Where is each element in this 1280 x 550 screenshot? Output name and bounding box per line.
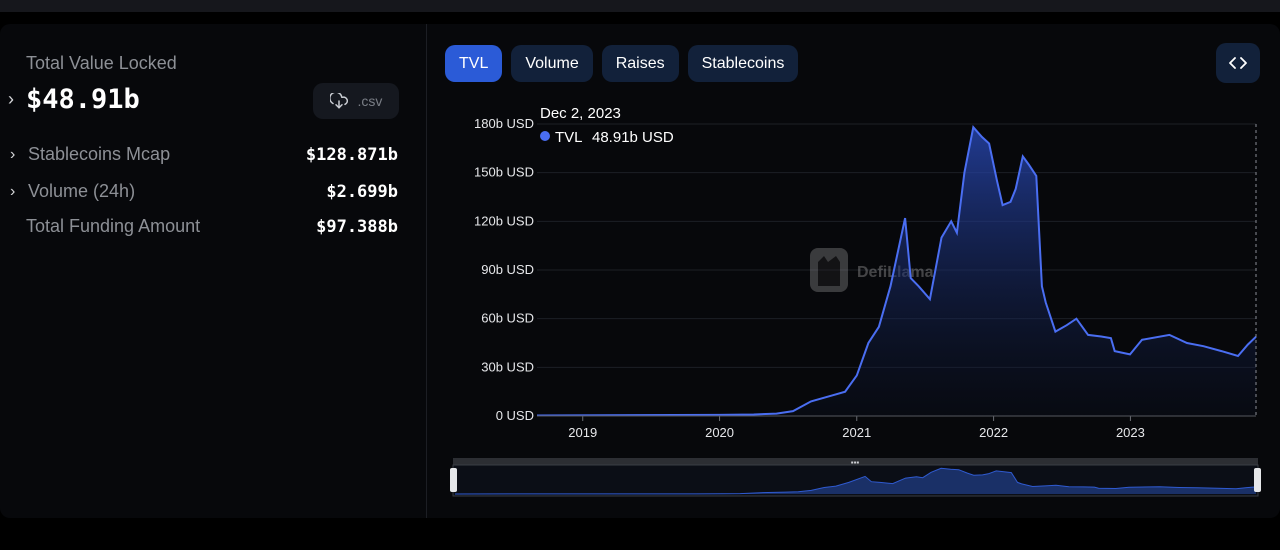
y-tick-label: 30b USD (481, 359, 534, 374)
tvl-label: Total Value Locked (26, 53, 177, 73)
stat-label: Volume (24h) (28, 181, 136, 201)
y-tick-label: 90b USD (481, 262, 534, 277)
y-tick-label: 150b USD (474, 165, 534, 180)
stat-label: Stablecoins Mcap (28, 144, 171, 164)
stat-label: Total Funding Amount (26, 216, 201, 236)
y-tick-label: 0 USD (496, 408, 534, 423)
tvl-line (536, 125, 1257, 417)
slider-bar[interactable] (453, 458, 1258, 465)
slider-handle-left[interactable] (450, 468, 457, 492)
stat-row-volume[interactable]: › Volume (24h) $2.699b (10, 181, 398, 202)
stat-value: $128.871b (305, 144, 398, 165)
tvl-summary-row[interactable]: › $48.91b (8, 84, 140, 115)
tab-volume[interactable]: Volume (511, 45, 593, 82)
download-cloud-icon (329, 93, 348, 109)
tooltip-series-dot (540, 131, 550, 141)
code-brackets-icon (1229, 57, 1247, 69)
x-tick-label: 2020 (705, 425, 734, 440)
chevron-right-icon[interactable]: › (8, 89, 14, 109)
tooltip: Dec 2, 2023 TVL 48.91b USD (540, 105, 674, 146)
chart-tabs: TVL Volume Raises Stablecoins (445, 45, 799, 82)
top-bar (0, 0, 1280, 12)
dashboard-panel (0, 24, 1280, 518)
chevron-right-icon[interactable]: › (10, 182, 16, 200)
y-tick-label: 120b USD (474, 213, 534, 228)
tab-tvl[interactable]: TVL (445, 45, 503, 82)
x-tick-label: 2019 (568, 425, 597, 440)
x-tick-label: 2023 (1116, 425, 1145, 440)
panel-divider (426, 24, 427, 518)
x-tick-label: 2021 (842, 425, 871, 440)
y-tick-label: 180b USD (474, 116, 534, 131)
y-tick-label: 60b USD (481, 311, 534, 326)
embed-button[interactable] (1216, 43, 1260, 83)
tab-raises[interactable]: Raises (601, 45, 679, 82)
tvl-value: $48.91b (26, 84, 140, 115)
tooltip-series: TVL (555, 129, 583, 146)
tooltip-value: 48.91b USD (592, 129, 674, 146)
csv-label: .csv (357, 93, 383, 109)
mini-area (455, 468, 1256, 494)
slider-grip-icon[interactable]: ▪▪▪ (851, 458, 860, 467)
stat-value: $97.388b (316, 216, 398, 237)
stat-row-stablecoins[interactable]: › Stablecoins Mcap $128.871b (10, 144, 398, 165)
y-axis: 0 USD 30b USD 60b USD 90b USD 120b USD 150b U… (474, 116, 534, 423)
stat-row-funding: Total Funding Amount $97.388b (26, 216, 398, 237)
download-csv-button[interactable]: .csv (313, 83, 399, 119)
mini-line (454, 467, 1257, 495)
tooltip-date: Dec 2, 2023 (540, 105, 621, 122)
x-axis: 2019 2020 2021 2022 2023 (537, 415, 1256, 440)
slider-handle-right[interactable] (1254, 468, 1261, 492)
range-slider[interactable]: ▪▪▪ (450, 458, 1261, 497)
llama-logo-icon (810, 248, 848, 292)
x-tick-label: 2022 (979, 425, 1008, 440)
defillama-watermark: DefiLlama (810, 248, 934, 292)
tab-stablecoins[interactable]: Stablecoins (687, 45, 799, 82)
tvl-area (537, 127, 1256, 416)
stat-value: $2.699b (326, 181, 398, 202)
chevron-right-icon[interactable]: › (10, 145, 16, 163)
